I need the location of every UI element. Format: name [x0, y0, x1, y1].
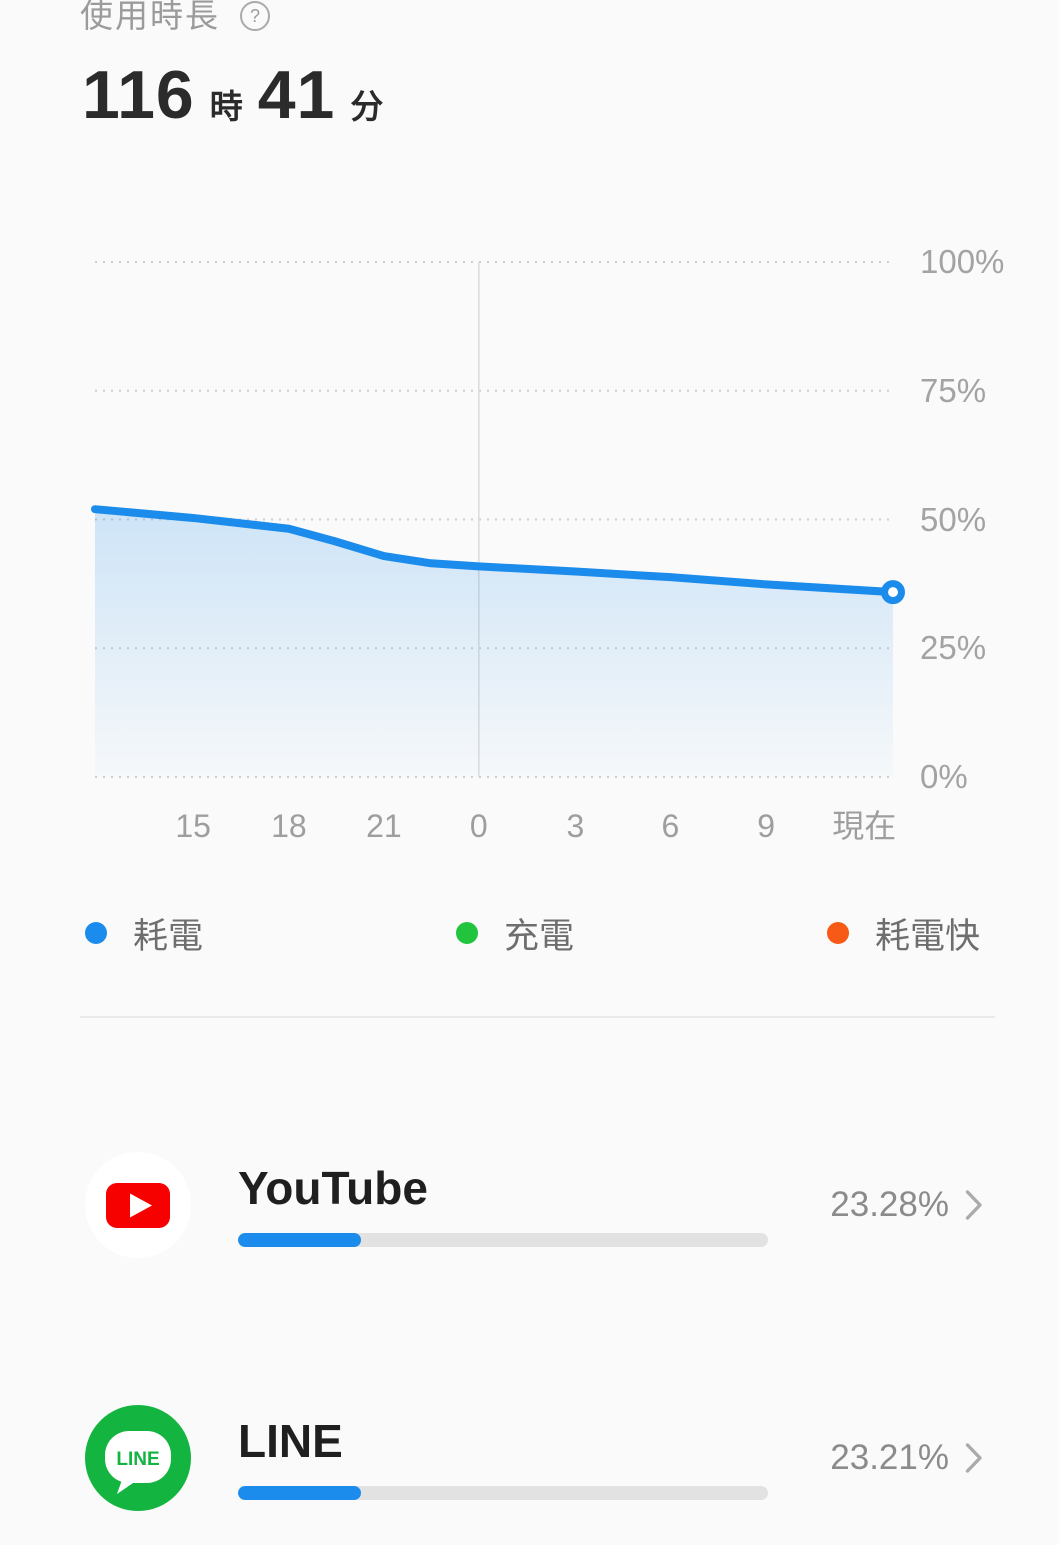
legend-item-2: 耗電快 [826, 908, 980, 959]
divider [80, 1016, 995, 1018]
app-row-line[interactable]: LINE LINE 23.21% [85, 1405, 984, 1511]
duration-hours: 116 [82, 57, 195, 133]
page-title: 使用時長 [80, 0, 220, 34]
app-info: YouTube [238, 1163, 768, 1247]
x-axis-tick: 21 [366, 808, 402, 844]
x-axis-tick: 15 [175, 808, 211, 844]
x-axis-tick: 9 [757, 808, 775, 844]
chart-legend: 耗電 充電 耗電快 [85, 908, 980, 958]
header: 使用時長 ? [80, 0, 270, 34]
y-axis-tick: 25% [920, 629, 987, 667]
current-level-marker [881, 580, 905, 605]
x-axis-tick: 現在 [832, 808, 897, 844]
legend-label: 耗電 [133, 916, 204, 956]
legend-item-1: 充電 [455, 908, 574, 959]
duration-minutes-unit: 分 [350, 88, 384, 125]
duration-minutes: 41 [257, 57, 336, 133]
y-axis-tick: 50% [920, 500, 987, 538]
app-usage-value: 23.28% [830, 1185, 984, 1225]
y-axis-tick: 100% [920, 243, 1005, 280]
x-axis-tick: 18 [271, 808, 307, 844]
usage-progress-fill [238, 1232, 362, 1247]
usage-progress-bar [238, 1232, 768, 1247]
battery-line [91, 505, 897, 597]
usage-percent: 23.28% [830, 1185, 949, 1224]
y-axis-tick: 75% [920, 371, 987, 409]
app-info: LINE [238, 1416, 768, 1500]
line-icon: LINE [85, 1405, 191, 1511]
y-axis-labels: 100% 75% 50% 25% 0% [920, 245, 1020, 794]
usage-progress-fill [238, 1485, 361, 1500]
legend-label: 充電 [503, 916, 574, 956]
x-axis-tick: 0 [469, 808, 488, 844]
x-axis-tick: 6 [661, 808, 680, 844]
app-name: LINE [238, 1415, 343, 1468]
battery-level-chart [91, 261, 905, 778]
app-row-youtube[interactable]: YouTube 23.28% [85, 1152, 984, 1258]
app-name: YouTube [238, 1162, 428, 1215]
legend-item-0: 耗電 [85, 908, 203, 959]
duration-hours-unit: 時 [209, 88, 243, 125]
app-usage-value: 23.21% [830, 1438, 984, 1478]
battery-area-fill [95, 509, 893, 777]
x-axis-tick: 3 [566, 808, 585, 844]
legend-dot-icon [85, 922, 107, 944]
chevron-right-icon [964, 1188, 984, 1222]
chevron-right-icon [964, 1441, 984, 1475]
y-axis-tick: 0% [920, 758, 968, 795]
usage-progress-bar [238, 1485, 768, 1500]
legend-dot-icon [826, 922, 849, 944]
app-consumption-list: YouTube 23.28% LINE LINE 23.21% [85, 1152, 984, 1545]
help-icon[interactable]: ? [240, 1, 270, 31]
x-axis-labels: 15 18 21 0 3 6 9 現在 [95, 806, 896, 848]
usage-percent: 23.21% [830, 1438, 949, 1477]
legend-dot-icon [455, 922, 478, 944]
svg-text:LINE: LINE [116, 1449, 159, 1470]
youtube-icon [85, 1152, 191, 1258]
legend-label: 耗電快 [874, 916, 980, 956]
usage-duration: 116 時 41 分 [82, 56, 383, 134]
battery-line-chart-svg [91, 261, 905, 778]
